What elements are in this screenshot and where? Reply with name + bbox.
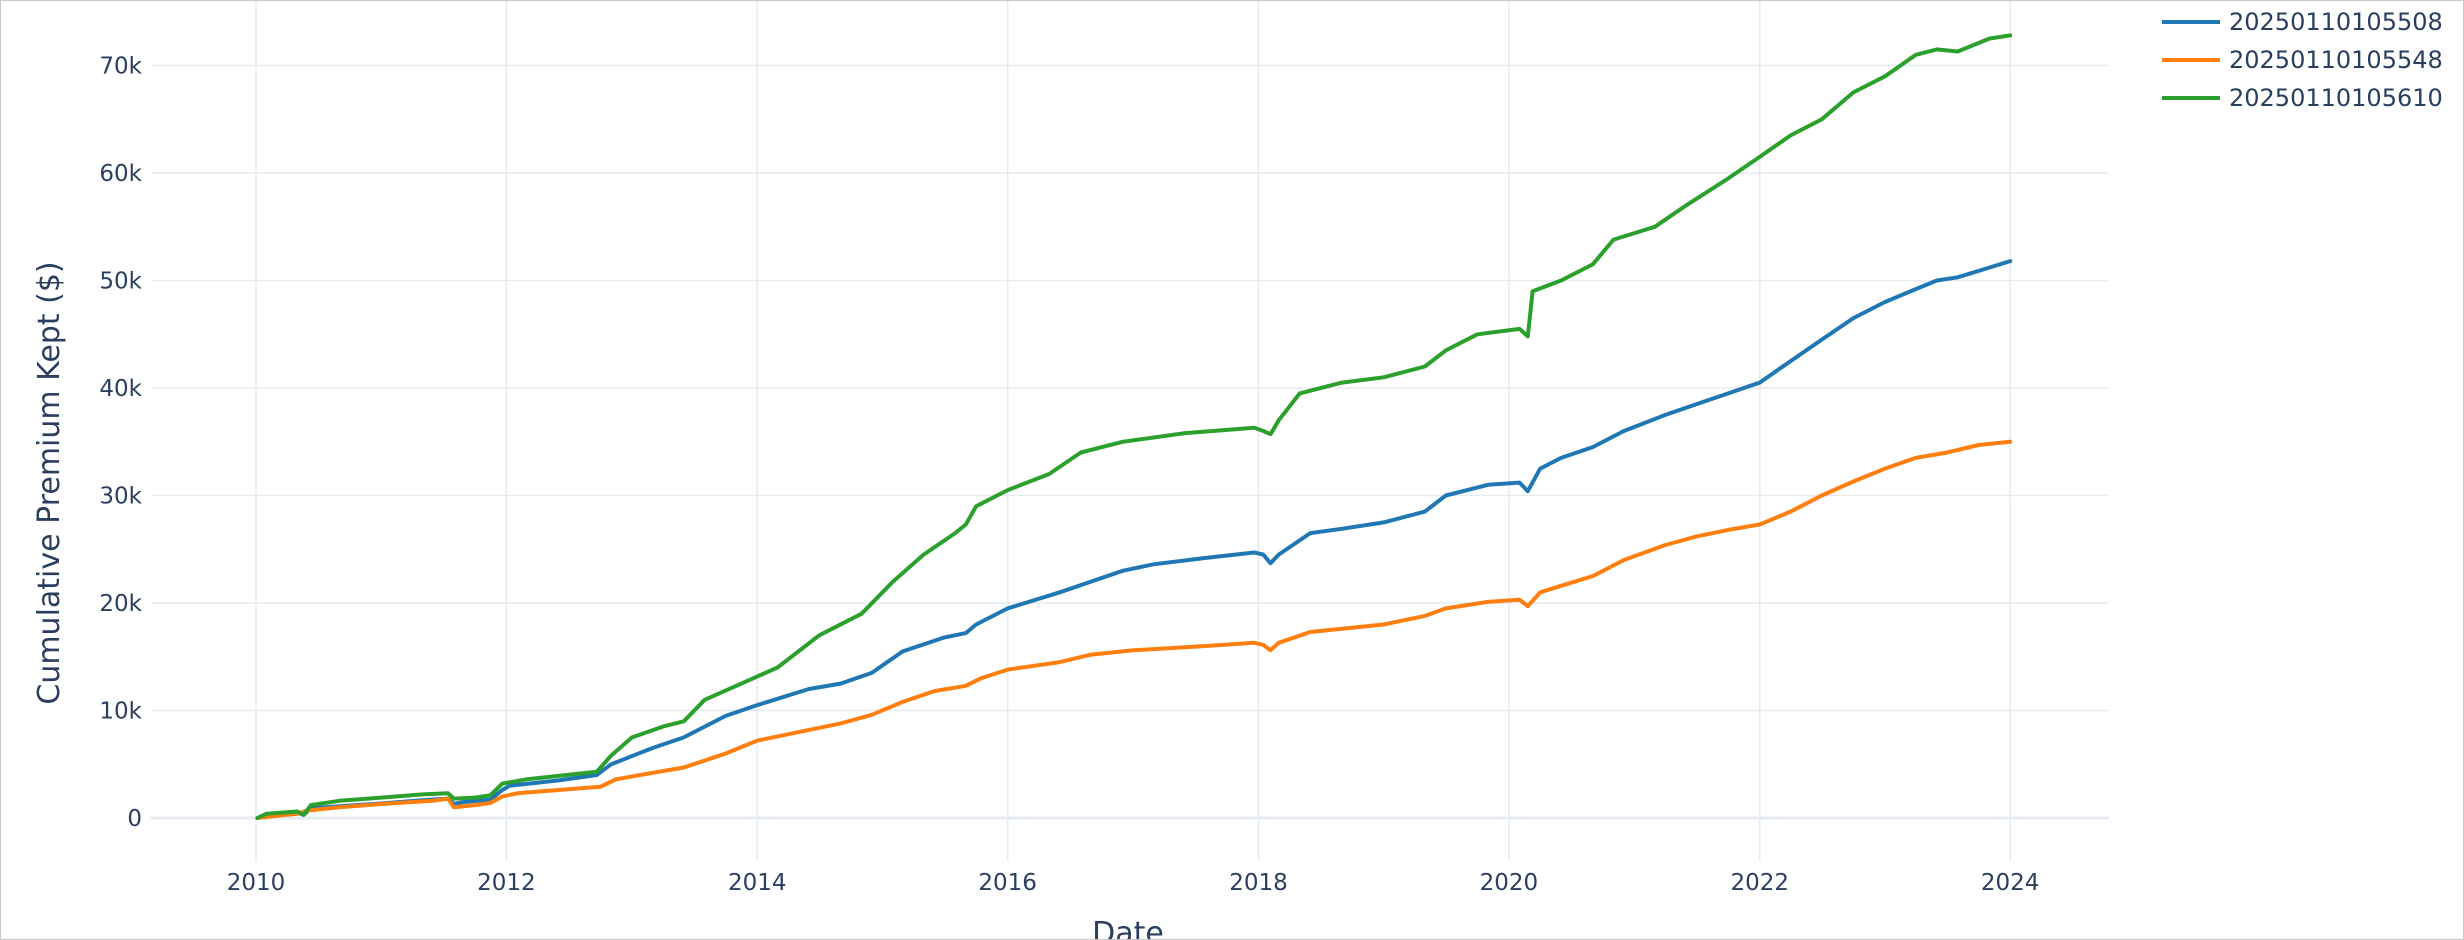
x-axis-title: Date — [1092, 916, 1164, 940]
legend-item[interactable]: 20250110105610 — [2162, 84, 2443, 112]
y-tick-label: 30k — [99, 484, 142, 510]
gridlines — [151, 1, 2109, 861]
legend-item[interactable]: 20250110105548 — [2162, 46, 2443, 74]
x-tick-label: 2020 — [1480, 870, 1539, 896]
y-tick-label: 50k — [99, 269, 142, 295]
x-tick-label: 2016 — [978, 870, 1037, 896]
x-tick-label: 2022 — [1730, 870, 1789, 896]
x-tick-label: 2024 — [1981, 870, 2040, 896]
series-line-20250110105548[interactable] — [255, 439, 2013, 820]
series-line-20250110105610[interactable] — [255, 33, 2013, 820]
y-tick-label: 60k — [99, 161, 142, 187]
y-tick-label: 0 — [127, 806, 142, 832]
legend-label: 20250110105610 — [2229, 84, 2443, 112]
legend-label: 20250110105508 — [2229, 8, 2443, 36]
x-tick-label: 2018 — [1229, 870, 1288, 896]
legend-label: 20250110105548 — [2229, 46, 2443, 74]
x-tick-label: 2014 — [728, 870, 787, 896]
series-line-20250110105508[interactable] — [255, 259, 2013, 820]
legend[interactable]: 20250110105508 20250110105548 202501101056… — [2162, 8, 2443, 112]
y-tick-label: 40k — [99, 376, 142, 402]
x-axis-ticks: 2010 2012 2014 2016 2018 2020 2022 2024 — [227, 870, 2040, 896]
y-axis-title: Cumulative Premium Kept ($) — [32, 261, 67, 704]
x-tick-label: 2010 — [227, 870, 286, 896]
legend-item[interactable]: 20250110105508 — [2162, 8, 2443, 36]
y-tick-label: 20k — [99, 591, 142, 617]
y-tick-label: 70k — [99, 54, 142, 80]
x-tick-label: 2012 — [477, 870, 536, 896]
series-lines — [255, 33, 2013, 820]
y-tick-label: 10k — [99, 699, 142, 725]
y-axis-ticks: 0 10k 20k 30k 40k 50k 60k 70k — [99, 54, 142, 833]
